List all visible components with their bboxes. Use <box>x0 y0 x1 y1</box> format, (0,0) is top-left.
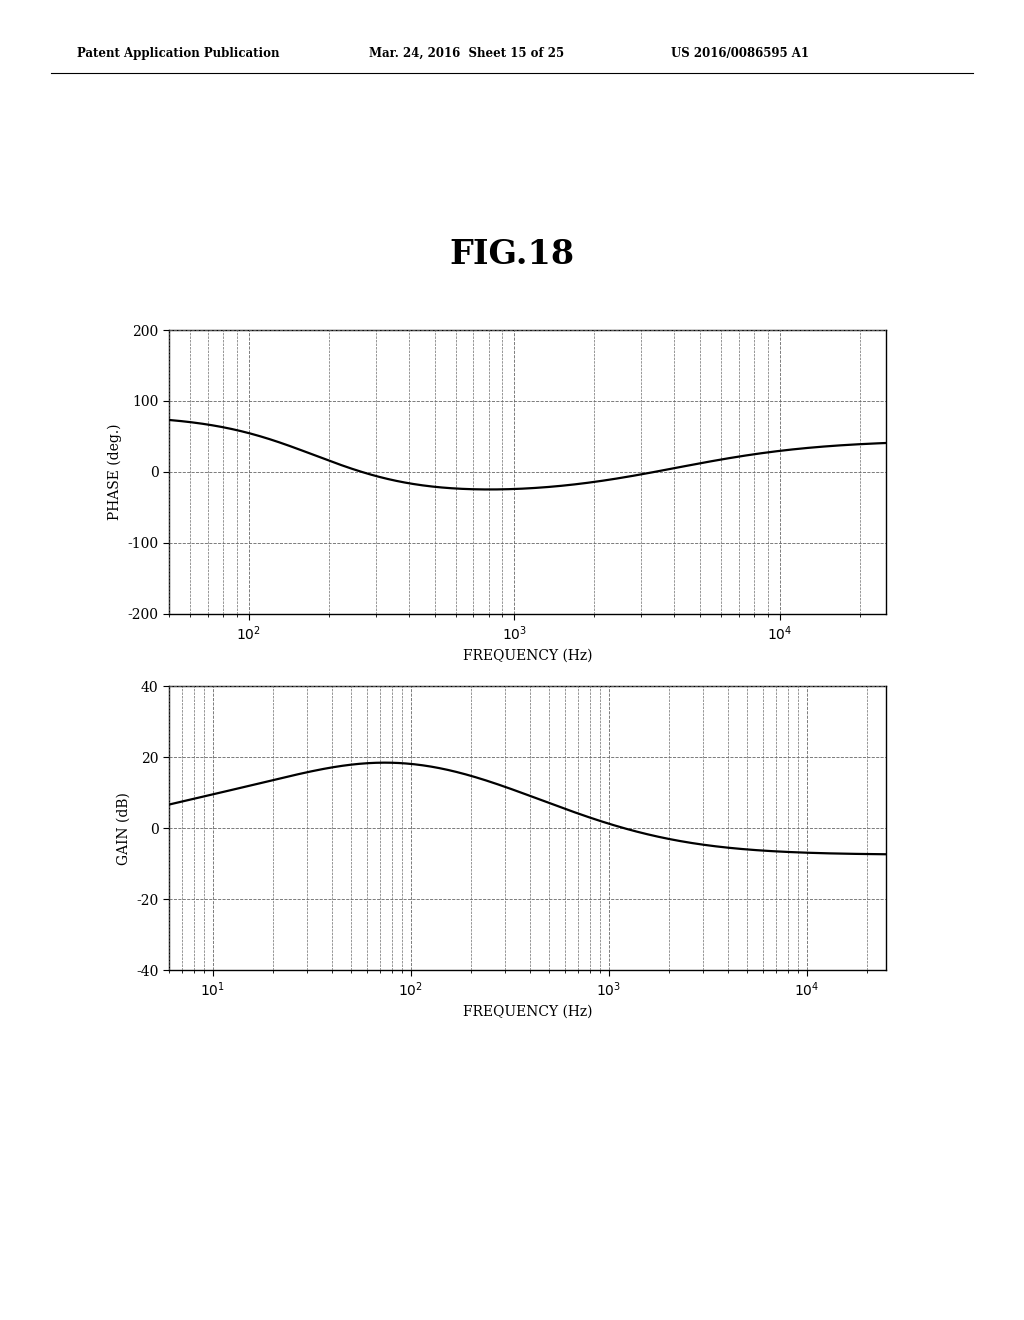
Y-axis label: PHASE (deg.): PHASE (deg.) <box>108 424 122 520</box>
Text: Mar. 24, 2016  Sheet 15 of 25: Mar. 24, 2016 Sheet 15 of 25 <box>369 46 564 59</box>
Y-axis label: GAIN (dB): GAIN (dB) <box>117 792 131 865</box>
X-axis label: FREQUENCY (Hz): FREQUENCY (Hz) <box>463 1005 592 1019</box>
Text: FIG.18: FIG.18 <box>450 238 574 271</box>
X-axis label: FREQUENCY (Hz): FREQUENCY (Hz) <box>463 648 592 663</box>
Text: US 2016/0086595 A1: US 2016/0086595 A1 <box>671 46 809 59</box>
Text: Patent Application Publication: Patent Application Publication <box>77 46 280 59</box>
